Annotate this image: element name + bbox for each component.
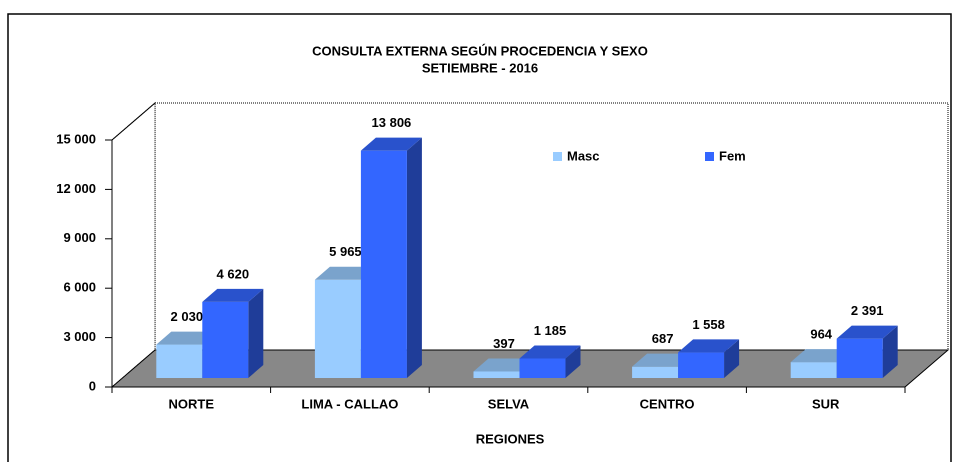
bar bbox=[202, 301, 249, 378]
bar bbox=[314, 279, 361, 378]
bar-top bbox=[836, 325, 898, 339]
axis-edge bbox=[111, 102, 156, 141]
data-label: 4 620 bbox=[217, 266, 250, 281]
y-tick-label: 15 000 bbox=[56, 131, 96, 146]
y-tick-label: 6 000 bbox=[63, 280, 96, 295]
bar-top bbox=[314, 266, 376, 280]
bar-side bbox=[406, 137, 422, 378]
bar-top bbox=[519, 345, 581, 359]
y-tick-label: 9 000 bbox=[63, 230, 96, 245]
data-label: 964 bbox=[810, 327, 832, 342]
bar-top bbox=[202, 288, 264, 302]
y-tick-label: 3 000 bbox=[63, 329, 96, 344]
bar bbox=[836, 338, 883, 378]
data-label: 2 030 bbox=[171, 309, 204, 324]
bar-top bbox=[360, 137, 422, 151]
x-tick-label: LIMA - CALLAO bbox=[301, 396, 398, 411]
side-wall bbox=[111, 101, 156, 389]
chart-subtitle: SETIEMBRE - 2016 bbox=[422, 60, 538, 75]
x-tick-label: SUR bbox=[812, 396, 840, 411]
legend-swatch bbox=[553, 152, 562, 161]
data-label: 1 185 bbox=[534, 323, 567, 338]
bar-side bbox=[882, 325, 898, 378]
bar bbox=[519, 358, 566, 378]
bar-top bbox=[473, 358, 535, 372]
bar bbox=[678, 352, 725, 378]
bar bbox=[473, 371, 520, 378]
legend-swatch bbox=[705, 152, 714, 161]
x-tick-label: NORTE bbox=[169, 396, 215, 411]
back-wall bbox=[154, 102, 949, 351]
y-tick-label: 12 000 bbox=[56, 181, 96, 196]
x-tick-label: SELVA bbox=[488, 396, 530, 411]
bar-top bbox=[632, 353, 694, 367]
data-label: 2 391 bbox=[851, 303, 884, 318]
bar bbox=[632, 366, 679, 378]
bar bbox=[790, 362, 837, 378]
bar bbox=[156, 344, 203, 378]
x-axis-title: REGIONES bbox=[476, 431, 545, 446]
data-label: 13 806 bbox=[372, 115, 412, 130]
data-label: 5 965 bbox=[329, 244, 362, 259]
legend-label: Fem bbox=[719, 148, 746, 163]
x-tick-label: CENTRO bbox=[640, 396, 695, 411]
bar-side bbox=[724, 339, 740, 378]
bar-side bbox=[248, 288, 264, 378]
data-label: 1 558 bbox=[692, 317, 725, 332]
bar-top bbox=[156, 331, 218, 345]
bar bbox=[360, 150, 407, 378]
bar-top bbox=[678, 339, 740, 353]
bar-top bbox=[790, 349, 852, 363]
data-label: 397 bbox=[493, 336, 515, 351]
data-label: 687 bbox=[652, 331, 674, 346]
y-tick-label: 0 bbox=[89, 378, 96, 393]
legend-label: Masc bbox=[567, 148, 600, 163]
chart-title: CONSULTA EXTERNA SEGÚN PROCEDENCIA Y SEX… bbox=[312, 43, 648, 58]
bar-side bbox=[565, 345, 581, 378]
